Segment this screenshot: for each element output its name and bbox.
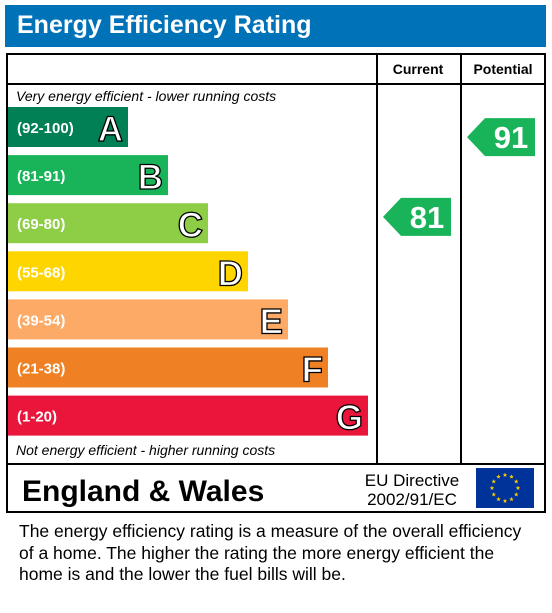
directive-line-2: 2002/91/EC <box>367 490 457 509</box>
flag-star <box>502 498 508 503</box>
chart-title: Energy Efficiency Rating <box>17 11 312 39</box>
flag-star <box>491 492 497 497</box>
top-note: Very energy efficient - lower running co… <box>16 88 276 104</box>
band-e: (39-54) E <box>8 299 288 342</box>
band-letter-e: E <box>260 302 283 341</box>
band-range-e: (39-54) <box>17 312 65 329</box>
current-column-header: Current <box>393 61 444 77</box>
flag-star <box>491 479 497 484</box>
band-bar-f <box>8 347 328 388</box>
band-g: (1-20) G <box>8 395 368 438</box>
eu-flag-icon <box>476 468 534 508</box>
title-bar: Energy Efficiency Rating <box>5 5 546 47</box>
band-f: (21-38) F <box>8 347 328 390</box>
potential-rating-indicator: 91 <box>467 118 535 157</box>
band-bar-g <box>8 395 368 436</box>
current-rating-indicator: 81 <box>383 197 451 236</box>
potential-rating-arrow <box>467 118 535 157</box>
bottom-note: Not energy efficient - higher running co… <box>16 442 275 458</box>
current-rating-value: 81 <box>410 200 444 235</box>
band-letter-c: C <box>178 206 203 245</box>
flag-star <box>515 485 521 490</box>
band-bar-e <box>8 299 288 340</box>
potential-rating-value: 91 <box>494 120 528 155</box>
rating-indicators: 81 91 <box>383 118 535 236</box>
band-letter-b: B <box>138 158 163 197</box>
flag-star <box>509 474 514 479</box>
band-range-a: (92-100) <box>17 120 74 137</box>
band-range-c: (69-80) <box>17 216 65 233</box>
band-bar-a <box>8 107 128 147</box>
flag-star <box>496 496 501 502</box>
band-letter-f: F <box>302 351 323 390</box>
band-letter-a: A <box>98 110 123 149</box>
band-range-f: (21-38) <box>17 361 65 378</box>
band-bar-d <box>8 251 248 292</box>
band-b: (81-91) B <box>8 155 168 198</box>
band-range-g: (1-20) <box>17 409 57 426</box>
flag-star <box>513 492 519 497</box>
flag-star <box>502 472 508 477</box>
region-label: England & Wales <box>22 475 264 508</box>
directive-line-1: EU Directive <box>365 471 459 490</box>
band-letter-g: G <box>336 399 363 438</box>
chart-frame <box>6 53 546 513</box>
band-letter-d: D <box>218 254 243 293</box>
band-a: (92-100) A <box>8 107 128 150</box>
rating-bands: (92-100) A (81-91) B (69-80) C (55-68) D (39-54)… <box>8 107 368 438</box>
band-range-b: (81-91) <box>17 168 65 185</box>
potential-column-header: Potential <box>473 61 532 77</box>
flag-star <box>513 479 519 484</box>
band-bar-b <box>8 155 168 196</box>
flag-star <box>489 485 495 490</box>
band-bar-c <box>8 203 208 244</box>
band-range-d: (55-68) <box>17 264 65 281</box>
flag-star <box>509 496 514 502</box>
current-rating-arrow <box>383 197 451 236</box>
band-d: (55-68) D <box>8 251 248 294</box>
flag-star <box>496 474 501 479</box>
band-c: (69-80) C <box>8 203 208 246</box>
rating-description: The energy efficiency rating is a measur… <box>19 521 522 584</box>
